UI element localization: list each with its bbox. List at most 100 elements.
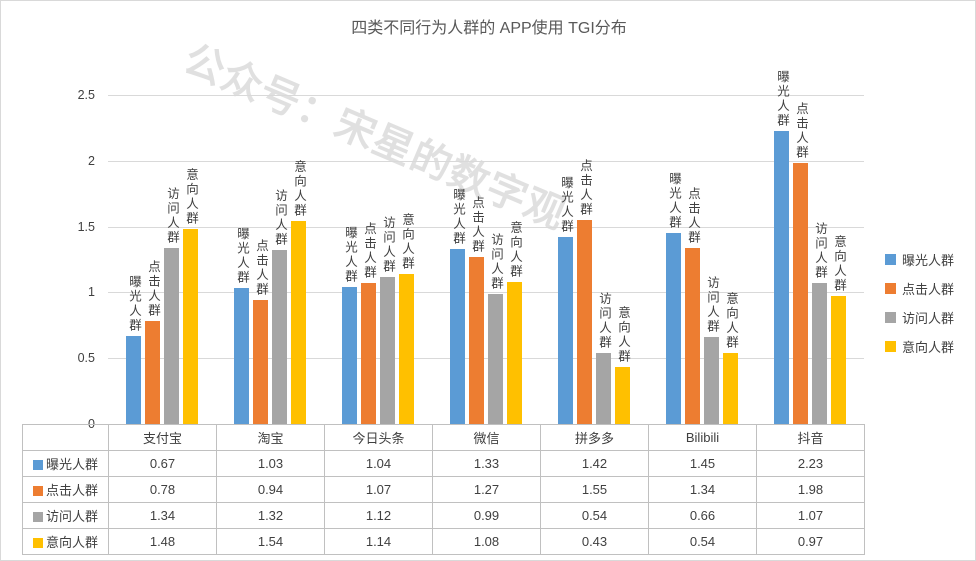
data-table: 支付宝 淘宝 今日头条 微信 拼多多 Bilibili 抖音 曝光人群 0.67 1.03 1.04… [22, 424, 865, 555]
bar [615, 367, 630, 424]
bar-series-label: 点击人群 [578, 159, 592, 217]
bar-series-label: 访问人群 [489, 233, 503, 291]
value-cell: 1.98 [756, 476, 865, 503]
series-swatch [32, 538, 43, 548]
bar-series-label: 意向人群 [400, 213, 414, 271]
value-cell: 1.27 [432, 476, 541, 503]
value-cell: 0.94 [216, 476, 325, 503]
series-swatch [32, 460, 43, 470]
bar-series-label: 曝光人群 [451, 188, 465, 246]
bar [291, 221, 306, 424]
bar-series-label: 曝光人群 [559, 176, 573, 234]
value-cell: 1.03 [216, 450, 325, 477]
legend-swatch [885, 282, 896, 294]
bar-series-label: 点击人群 [794, 102, 808, 160]
category-header-cell: Bilibili [648, 424, 757, 451]
category-header-cell: 支付宝 [108, 424, 217, 451]
bar-series-label: 访问人群 [273, 189, 287, 247]
series-swatch [32, 486, 43, 496]
legend-swatch [885, 340, 896, 352]
value-cell: 0.66 [648, 502, 757, 529]
bar [793, 163, 808, 424]
y-gridline [108, 292, 864, 293]
value-cell: 1.14 [324, 528, 433, 555]
bar [558, 237, 573, 424]
value-cell: 0.54 [540, 502, 649, 529]
value-cell: 1.08 [432, 528, 541, 555]
legend-item: 意向人群 [885, 338, 954, 355]
category-header-cell: 微信 [432, 424, 541, 451]
bar-series-label: 点击人群 [254, 239, 268, 297]
series-name: 曝光人群 [45, 457, 98, 472]
bar-series-label: 曝光人群 [127, 275, 141, 333]
legend-item: 曝光人群 [885, 251, 955, 268]
y-gridline [108, 95, 864, 96]
value-cell: 0.78 [108, 476, 217, 503]
legend-swatch [885, 311, 896, 323]
bar [469, 257, 484, 424]
legend-label: 点击人群 [902, 281, 955, 297]
category-header-cell: 淘宝 [216, 424, 325, 451]
bar [164, 248, 179, 424]
value-cell: 1.48 [108, 528, 217, 555]
value-cell: 1.07 [756, 502, 865, 529]
legend-label: 曝光人群 [902, 252, 955, 268]
category-header-cell: 今日头条 [324, 424, 433, 451]
bar-series-label: 意向人群 [724, 292, 738, 350]
y-gridline [108, 358, 864, 359]
legend-item: 点击人群 [885, 280, 955, 297]
legend-item: 访问人群 [885, 309, 955, 326]
bar-series-label: 意向人群 [292, 160, 306, 218]
bar [666, 233, 681, 424]
value-cell: 0.97 [756, 528, 865, 555]
series-label-cell: 点击人群 [22, 476, 109, 503]
series-label-cell: 曝光人群 [22, 450, 109, 477]
bar [812, 283, 827, 424]
y-axis-tick-label: 2 [88, 154, 95, 168]
legend: 曝光人群点击人群访问人群意向人群 [885, 251, 954, 367]
bar-series-label: 点击人群 [686, 187, 700, 245]
bar-series-label: 点击人群 [146, 260, 160, 318]
bar [685, 248, 700, 424]
value-cell: 0.99 [432, 502, 541, 529]
bar [380, 277, 395, 424]
bar [145, 321, 160, 424]
series-name: 点击人群 [45, 483, 98, 498]
y-gridline [108, 227, 864, 228]
bar [577, 220, 592, 424]
series-label-cell: 访问人群 [22, 502, 109, 529]
bar-series-label: 点击人群 [362, 222, 376, 280]
table-header-row: 支付宝 淘宝 今日头条 微信 拼多多 Bilibili 抖音 [22, 424, 865, 451]
chart-title: 四类不同行为人群的 APP使用 TGI分布 [351, 20, 627, 37]
bar-series-label: 意向人群 [508, 221, 522, 279]
bar [126, 336, 141, 424]
y-axis-tick-label: 1 [88, 285, 95, 299]
bar [450, 249, 465, 424]
bar-series-label: 意向人群 [616, 306, 630, 364]
category-header-cell: 拼多多 [540, 424, 649, 451]
value-cell: 1.34 [648, 476, 757, 503]
value-cell: 1.42 [540, 450, 649, 477]
bar [272, 250, 287, 424]
legend-label: 访问人群 [902, 310, 955, 326]
category-header-cell: 抖音 [756, 424, 865, 451]
bar-series-label: 曝光人群 [343, 226, 357, 284]
bar [361, 283, 376, 424]
y-axis-tick-label: 0.5 [77, 351, 95, 365]
value-cell: 0.43 [540, 528, 649, 555]
value-cell: 2.23 [756, 450, 865, 477]
value-cell: 1.55 [540, 476, 649, 503]
table-series-row: 访问人群 1.34 1.32 1.12 0.99 0.54 0.66 1.07 [22, 502, 865, 529]
value-cell: 1.04 [324, 450, 433, 477]
bar [507, 282, 522, 424]
bar-series-label: 访问人群 [165, 187, 179, 245]
bar-series-label: 曝光人群 [667, 172, 681, 230]
bar [723, 353, 738, 424]
bar-series-label: 访问人群 [381, 216, 395, 274]
bar-series-label: 访问人群 [705, 276, 719, 334]
series-name: 访问人群 [45, 509, 98, 524]
y-axis-tick-label: 1.5 [77, 220, 95, 234]
value-cell: 1.34 [108, 502, 217, 529]
table-series-row: 曝光人群 0.67 1.03 1.04 1.33 1.42 1.45 2.23 [22, 450, 865, 477]
